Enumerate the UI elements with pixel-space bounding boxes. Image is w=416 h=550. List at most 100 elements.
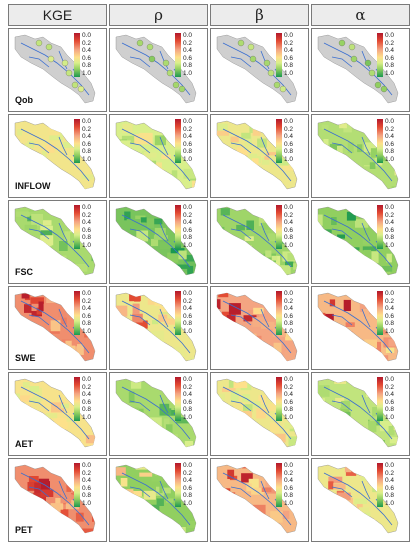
colorbar-tick-label: 0.8 [82, 62, 92, 70]
colorbar-tick-label: 0.0 [284, 32, 294, 39]
colorbar-tick-label: 0.8 [82, 148, 92, 156]
subbasin-patch [69, 530, 77, 533]
subbasin-patch [53, 428, 65, 440]
colorbar-tick-label: 1.0 [82, 328, 92, 335]
subbasin-patch [143, 490, 156, 500]
subbasin-patch [165, 424, 173, 437]
subbasin-patch [242, 410, 252, 420]
subbasin-patch [153, 360, 160, 361]
subbasin-patch [94, 340, 95, 352]
subbasin-patch [164, 318, 177, 325]
subbasin-patch [233, 518, 239, 527]
subbasin-patch [341, 400, 351, 410]
subbasin-patch [347, 331, 353, 341]
river-line [58, 308, 68, 328]
subbasin-patch [45, 272, 57, 275]
colorbar-tick-label: 1.0 [284, 70, 294, 77]
river-line [331, 400, 353, 412]
colorbar-tick-label: 0.4 [284, 391, 294, 399]
subbasin-patch [332, 496, 342, 504]
subbasin-patch [132, 303, 140, 314]
colorbar-legend: 0.0 0.2 0.4 0.6 0.8 1.0 [377, 290, 403, 337]
subbasin-patch [337, 418, 350, 426]
colorbar-tick-label: 0.4 [183, 391, 193, 399]
colorbar-tick-label: 0.4 [284, 133, 294, 141]
colorbar-tick-label: 1.0 [385, 414, 395, 421]
subbasin-patch [378, 265, 393, 272]
river-line [361, 394, 371, 414]
gauge-point [65, 69, 73, 77]
subbasin-patch [44, 163, 50, 172]
subbasin-patch [174, 346, 188, 357]
river-line [323, 42, 393, 96]
river-line [159, 394, 169, 414]
row-label-5: AET [15, 439, 33, 449]
subbasin-patch [151, 330, 165, 343]
subbasin-patch [119, 531, 127, 533]
gauge-point [178, 85, 186, 93]
subbasin-patch [44, 359, 55, 361]
river-line [230, 486, 252, 498]
colorbar-tick-label: 0.6 [183, 54, 193, 62]
subbasin-patch [159, 242, 172, 250]
subbasin-patch [226, 348, 240, 359]
subbasin-patch [151, 448, 164, 453]
river-line [331, 142, 353, 154]
colorbar-tick-label: 0.6 [82, 398, 92, 406]
colorbar-tick-label: 0.8 [183, 148, 193, 156]
subbasin-patch [159, 359, 168, 361]
subbasin-patch [318, 214, 323, 226]
river-line [121, 472, 191, 526]
subbasin-patch [135, 465, 149, 470]
subbasin-patch [334, 255, 341, 267]
row-label-3: FSC [15, 267, 33, 277]
map-panel-r5-c3: 0.0 0.2 0.4 0.6 0.8 1.0 [210, 372, 309, 456]
subbasin-patch [354, 498, 367, 504]
colorbar-tick-label: 0.0 [183, 118, 193, 125]
colorbar-tick-label: 0.6 [82, 226, 92, 234]
subbasin-patch [15, 410, 22, 419]
subbasin-patch [259, 185, 267, 189]
subbasin-patch [237, 514, 245, 519]
colorbar-tick-label: 0.4 [284, 305, 294, 313]
colorbar-gradient [377, 33, 383, 77]
subbasin-patch [38, 301, 44, 312]
colorbar-legend: 0.0 0.2 0.4 0.6 0.8 1.0 [276, 376, 302, 423]
colorbar-tick-label: 0.0 [385, 290, 395, 297]
column-header-2: ρ [109, 4, 208, 26]
subbasin-patch [159, 305, 169, 313]
river-line [260, 136, 270, 156]
subbasin-patch [197, 174, 207, 183]
river-line [20, 300, 90, 354]
subbasin-patch [253, 307, 264, 315]
subbasin-patch [166, 498, 174, 503]
subbasin-patch [132, 407, 139, 414]
subbasin-patch [116, 413, 124, 418]
subbasin-patch [40, 264, 50, 270]
subbasin-patch [362, 172, 370, 180]
colorbar-tick-label: 0.4 [385, 305, 395, 313]
subbasin-patch [349, 533, 355, 538]
subbasin-patch [38, 220, 52, 226]
colorbar-tick-label: 0.4 [385, 219, 395, 227]
subbasin-patch [251, 158, 259, 166]
basin-map [216, 378, 298, 448]
subbasin-patch [388, 426, 395, 436]
subbasin-patch [145, 184, 157, 189]
subbasin-patch [260, 175, 271, 187]
subbasin-patch [54, 122, 69, 128]
colorbar-tick-label: 0.2 [183, 469, 193, 477]
subbasin-patch [61, 438, 68, 447]
gauge-point [166, 69, 174, 77]
colorbar-tick-label: 0.2 [284, 39, 294, 47]
basin-map [14, 206, 96, 276]
colorbar-legend: 0.0 0.2 0.4 0.6 0.8 1.0 [377, 32, 403, 79]
subbasin-patch [158, 314, 168, 322]
colorbar-gradient [276, 291, 282, 335]
subbasin-patch [49, 520, 58, 526]
colorbar-tick-label: 0.0 [82, 462, 92, 469]
subbasin-patch [244, 259, 255, 269]
subbasin-patch [370, 443, 380, 447]
subbasin-patch [116, 266, 120, 275]
subbasin-patch [343, 299, 351, 311]
